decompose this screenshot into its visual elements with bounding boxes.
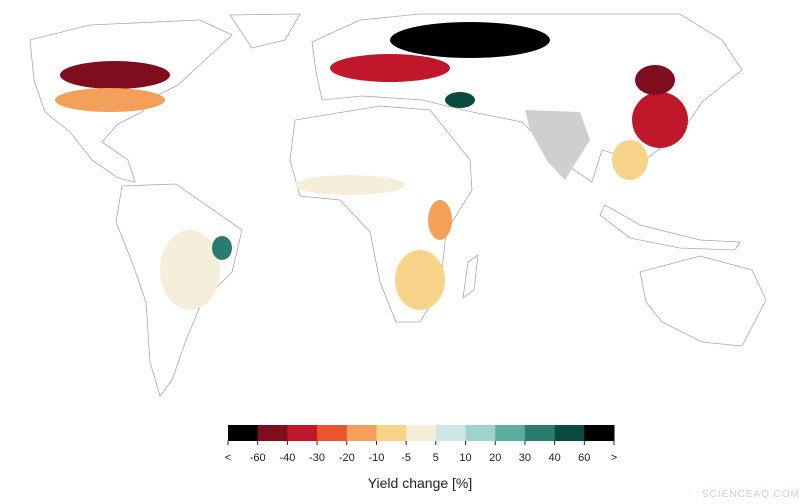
- legend-swatch: [435, 425, 467, 441]
- china-patch: [632, 92, 688, 148]
- east-africa-patch: [428, 200, 452, 240]
- sahel-patch: [295, 175, 405, 195]
- legend-label: -30: [309, 452, 325, 464]
- se-asia-patch: [612, 140, 648, 180]
- greenland: [229, 13, 301, 49]
- legend-label: 30: [519, 452, 531, 464]
- russia-patch: [390, 22, 550, 58]
- legend-label: -60: [250, 452, 266, 464]
- legend-swatch: [257, 425, 288, 441]
- us-patch: [55, 88, 165, 112]
- legend-swatch: [228, 425, 259, 441]
- legend-label: 60: [578, 452, 590, 464]
- legend-swatch: [317, 425, 348, 441]
- legend-swatch: [584, 425, 615, 441]
- china-north-patch: [635, 65, 675, 95]
- legend-swatch: [465, 425, 496, 441]
- legend-label: 5: [433, 452, 439, 464]
- south-africa-patch: [395, 250, 445, 310]
- legend-label: -40: [279, 452, 295, 464]
- legend: Yield change [%] < -60 -40 -30 -20 -10 -5 5 10 20…: [225, 425, 617, 491]
- legend-label: 20: [489, 452, 501, 464]
- legend-swatch: [376, 425, 407, 441]
- mideast-patch: [445, 92, 475, 108]
- legend-label: >: [611, 452, 617, 464]
- legend-swatch: [406, 425, 437, 441]
- legend-swatch: [554, 425, 585, 441]
- legend-label: -5: [401, 452, 411, 464]
- legend-label: -20: [339, 452, 355, 464]
- watermark: SCIENCEAQ.COM: [702, 489, 800, 500]
- legend-swatch: [346, 425, 377, 441]
- europe-patch: [330, 54, 450, 82]
- brazil-patch: [160, 230, 220, 310]
- legend-label: 40: [548, 452, 560, 464]
- legend-label: -10: [369, 452, 385, 464]
- madagascar: [462, 254, 479, 299]
- indonesia: [599, 204, 741, 251]
- brazil-east-patch: [212, 236, 232, 260]
- legend-swatch: [495, 425, 526, 441]
- legend-swatch: [287, 425, 318, 441]
- australia: [639, 255, 767, 347]
- legend-label: 10: [459, 452, 471, 464]
- india-no-data: [525, 110, 590, 180]
- legend-swatch: [524, 425, 556, 441]
- canada-patch: [60, 61, 170, 89]
- yield-patches: [55, 22, 688, 310]
- legend-title: Yield change [%]: [368, 475, 473, 491]
- legend-label: <: [225, 452, 231, 464]
